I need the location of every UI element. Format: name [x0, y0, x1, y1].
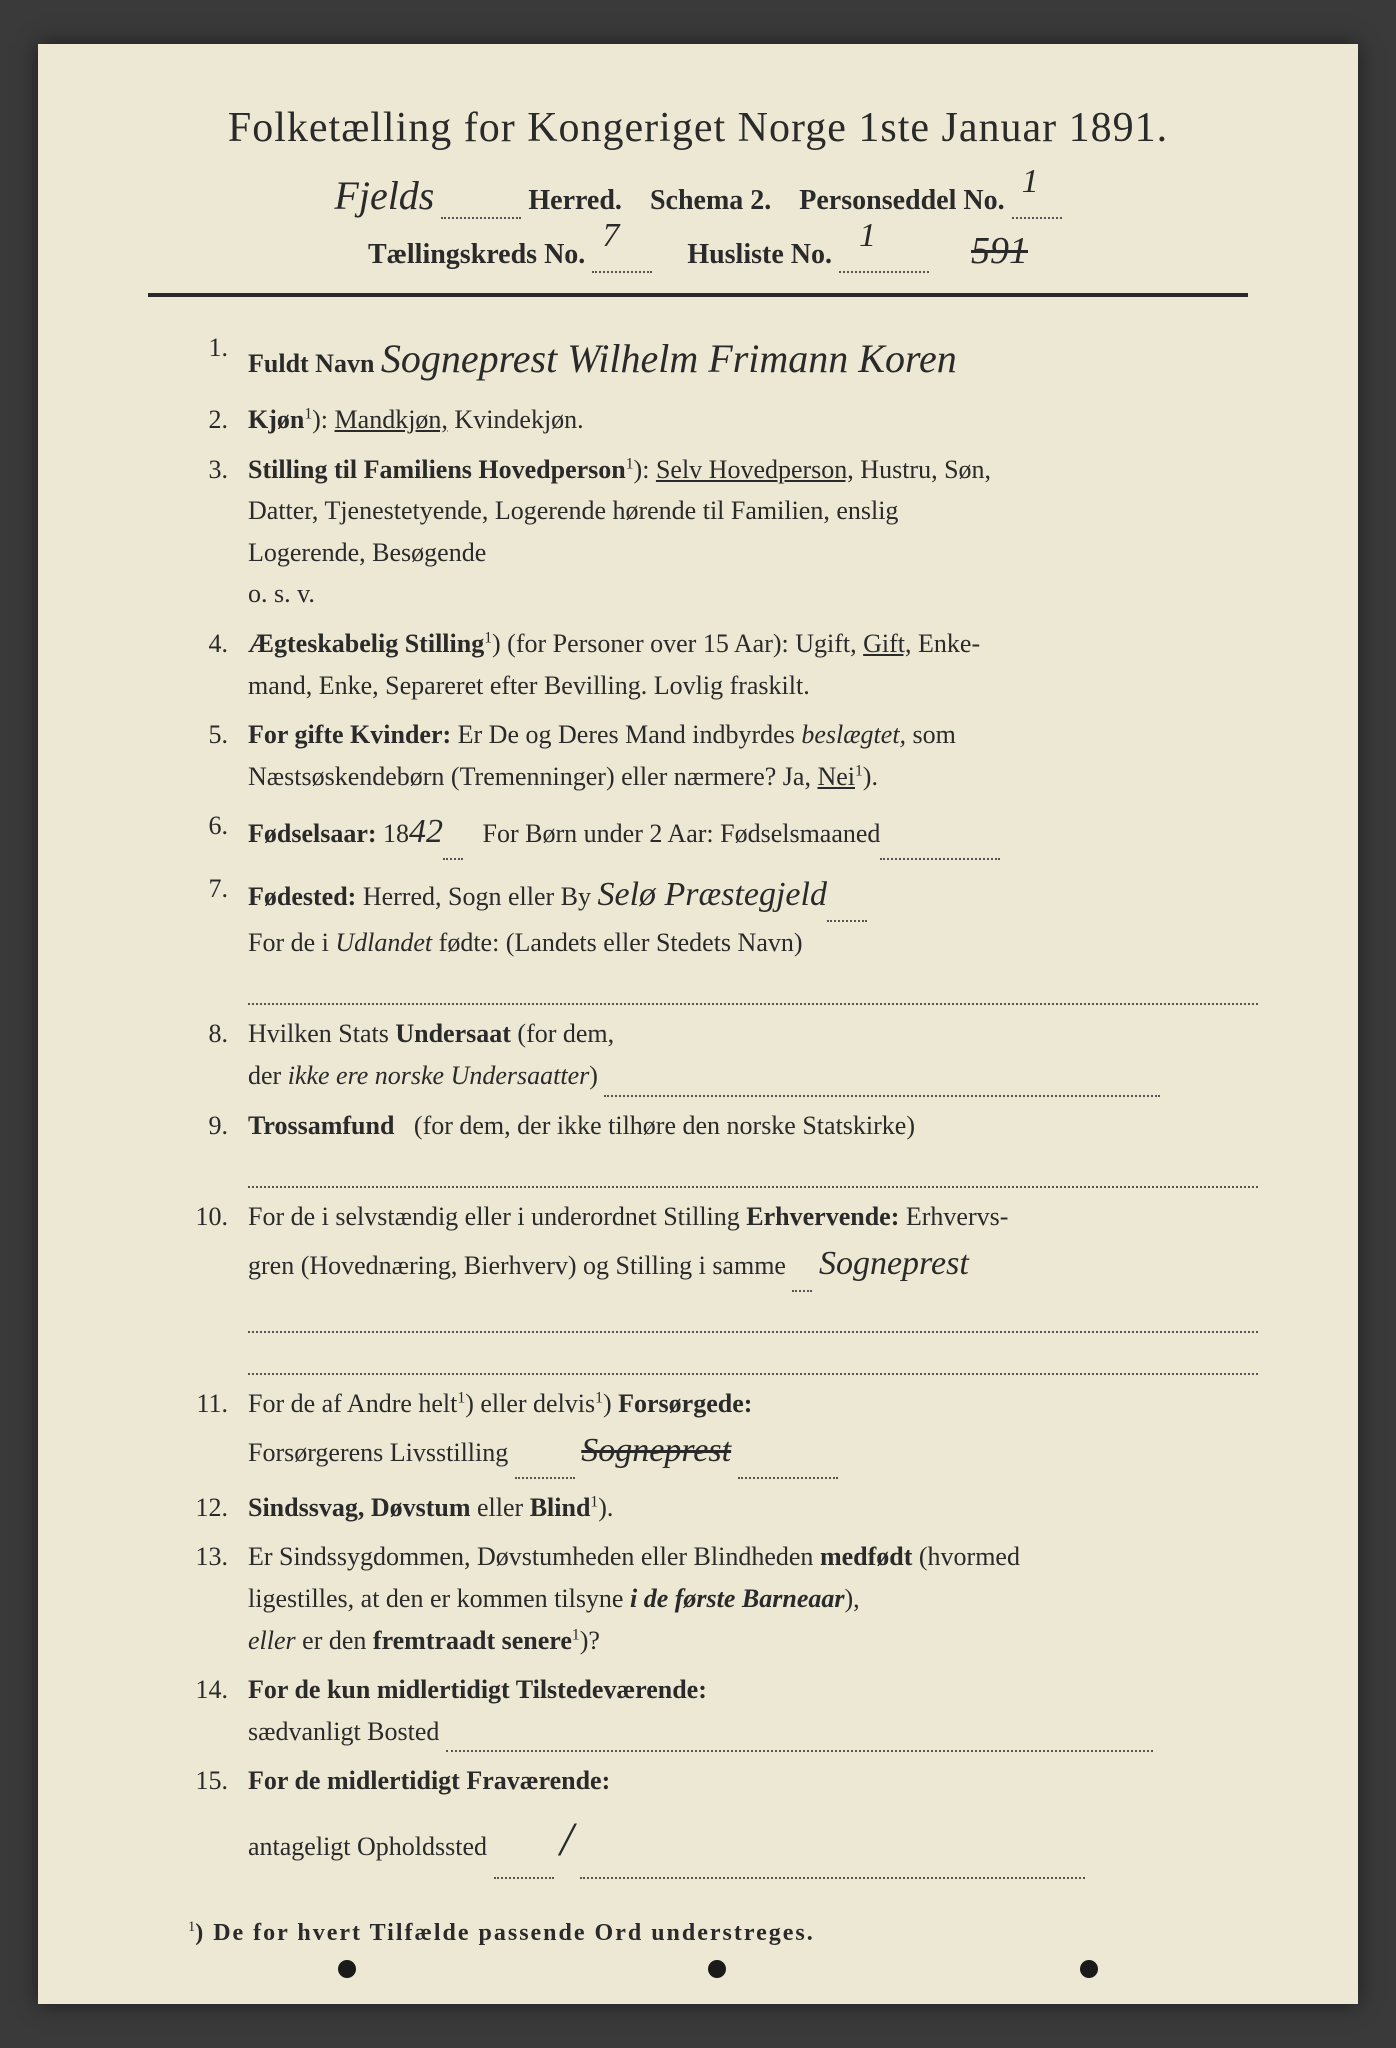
q6-hw: 42	[409, 805, 443, 859]
form-body: 1. Fuldt Navn Sogneprest Wilhelm Frimann…	[108, 327, 1288, 1879]
census-form-page: Folketælling for Kongeriget Norge 1ste J…	[38, 44, 1358, 2004]
q6: 6. Fødselsaar: 1842 For Børn under 2 Aar…	[168, 805, 1258, 859]
q5: 5. For gifte Kvinder: Er De og Deres Man…	[168, 714, 1258, 797]
q2: 2. Kjøn1): Mandkjøn, Kvindekjøn.	[168, 399, 1258, 441]
q4: 4. Ægteskabelig Stilling1) (for Personer…	[168, 623, 1258, 706]
q1: 1. Fuldt Navn Sogneprest Wilhelm Frimann…	[168, 327, 1258, 391]
q10: 10. For de i selvstændig eller i underor…	[168, 1196, 1258, 1375]
punch-hole	[1080, 1960, 1098, 1978]
q14: 14. For de kun midlertidigt Tilstedevære…	[168, 1669, 1258, 1752]
q7: 7. Fødested: Herred, Sogn eller By Selø …	[168, 868, 1258, 1006]
q3: 3. Stilling til Familiens Hovedperson1):…	[168, 449, 1258, 615]
q15: 15. For de midlertidigt Fraværende: anta…	[168, 1760, 1258, 1878]
q5-selected: Nei	[817, 762, 855, 791]
husliste-label: Husliste No.	[687, 239, 832, 270]
q11-hw: Sogneprest	[581, 1424, 731, 1478]
header-line-2: Tællingskreds No. 7 Husliste No. 1 591	[108, 229, 1288, 273]
schema-label: Schema 2.	[650, 185, 771, 216]
q15-hw: /	[560, 1802, 573, 1879]
q12: 12. Sindssvag, Døvstum eller Blind1).	[168, 1487, 1258, 1529]
q7-hw: Selø Præstegjeld	[598, 868, 827, 922]
punch-hole	[338, 1960, 356, 1978]
q2-selected: Mandkjøn,	[335, 405, 448, 434]
divider	[148, 293, 1248, 297]
husliste-hw: 1	[859, 217, 876, 255]
side-hw: 591	[971, 229, 1028, 273]
tkreds-hw: 7	[602, 217, 619, 255]
personseddel-no-hw: 1	[1022, 163, 1039, 201]
q10-hw: Sogneprest	[819, 1237, 969, 1291]
punch-hole	[708, 1960, 726, 1978]
herred-handwriting: Fjelds	[334, 172, 434, 219]
q13: 13. Er Sindssygdommen, Døvstumheden elle…	[168, 1536, 1258, 1661]
footnote: 1) De for hvert Tilfælde passende Ord un…	[108, 1919, 1288, 1947]
q3-selected: Selv Hovedperson,	[656, 455, 854, 484]
q4-selected: Gift,	[863, 629, 911, 658]
tkreds-label: Tællingskreds No.	[368, 239, 585, 270]
personseddel-label: Personseddel No.	[799, 185, 1004, 216]
q1-hw: Sogneprest Wilhelm Frimann Koren	[381, 327, 957, 391]
q8: 8. Hvilken Stats Undersaat (for dem, der…	[168, 1013, 1258, 1096]
header-line-1: Fjelds Herred. Schema 2. Personseddel No…	[108, 172, 1288, 219]
herred-label: Herred.	[528, 185, 622, 216]
q11: 11. For de af Andre helt1) eller delvis1…	[168, 1383, 1258, 1479]
form-title: Folketælling for Kongeriget Norge 1ste J…	[108, 104, 1288, 152]
q9: 9. Trossamfund (for dem, der ikke tilhør…	[168, 1105, 1258, 1188]
